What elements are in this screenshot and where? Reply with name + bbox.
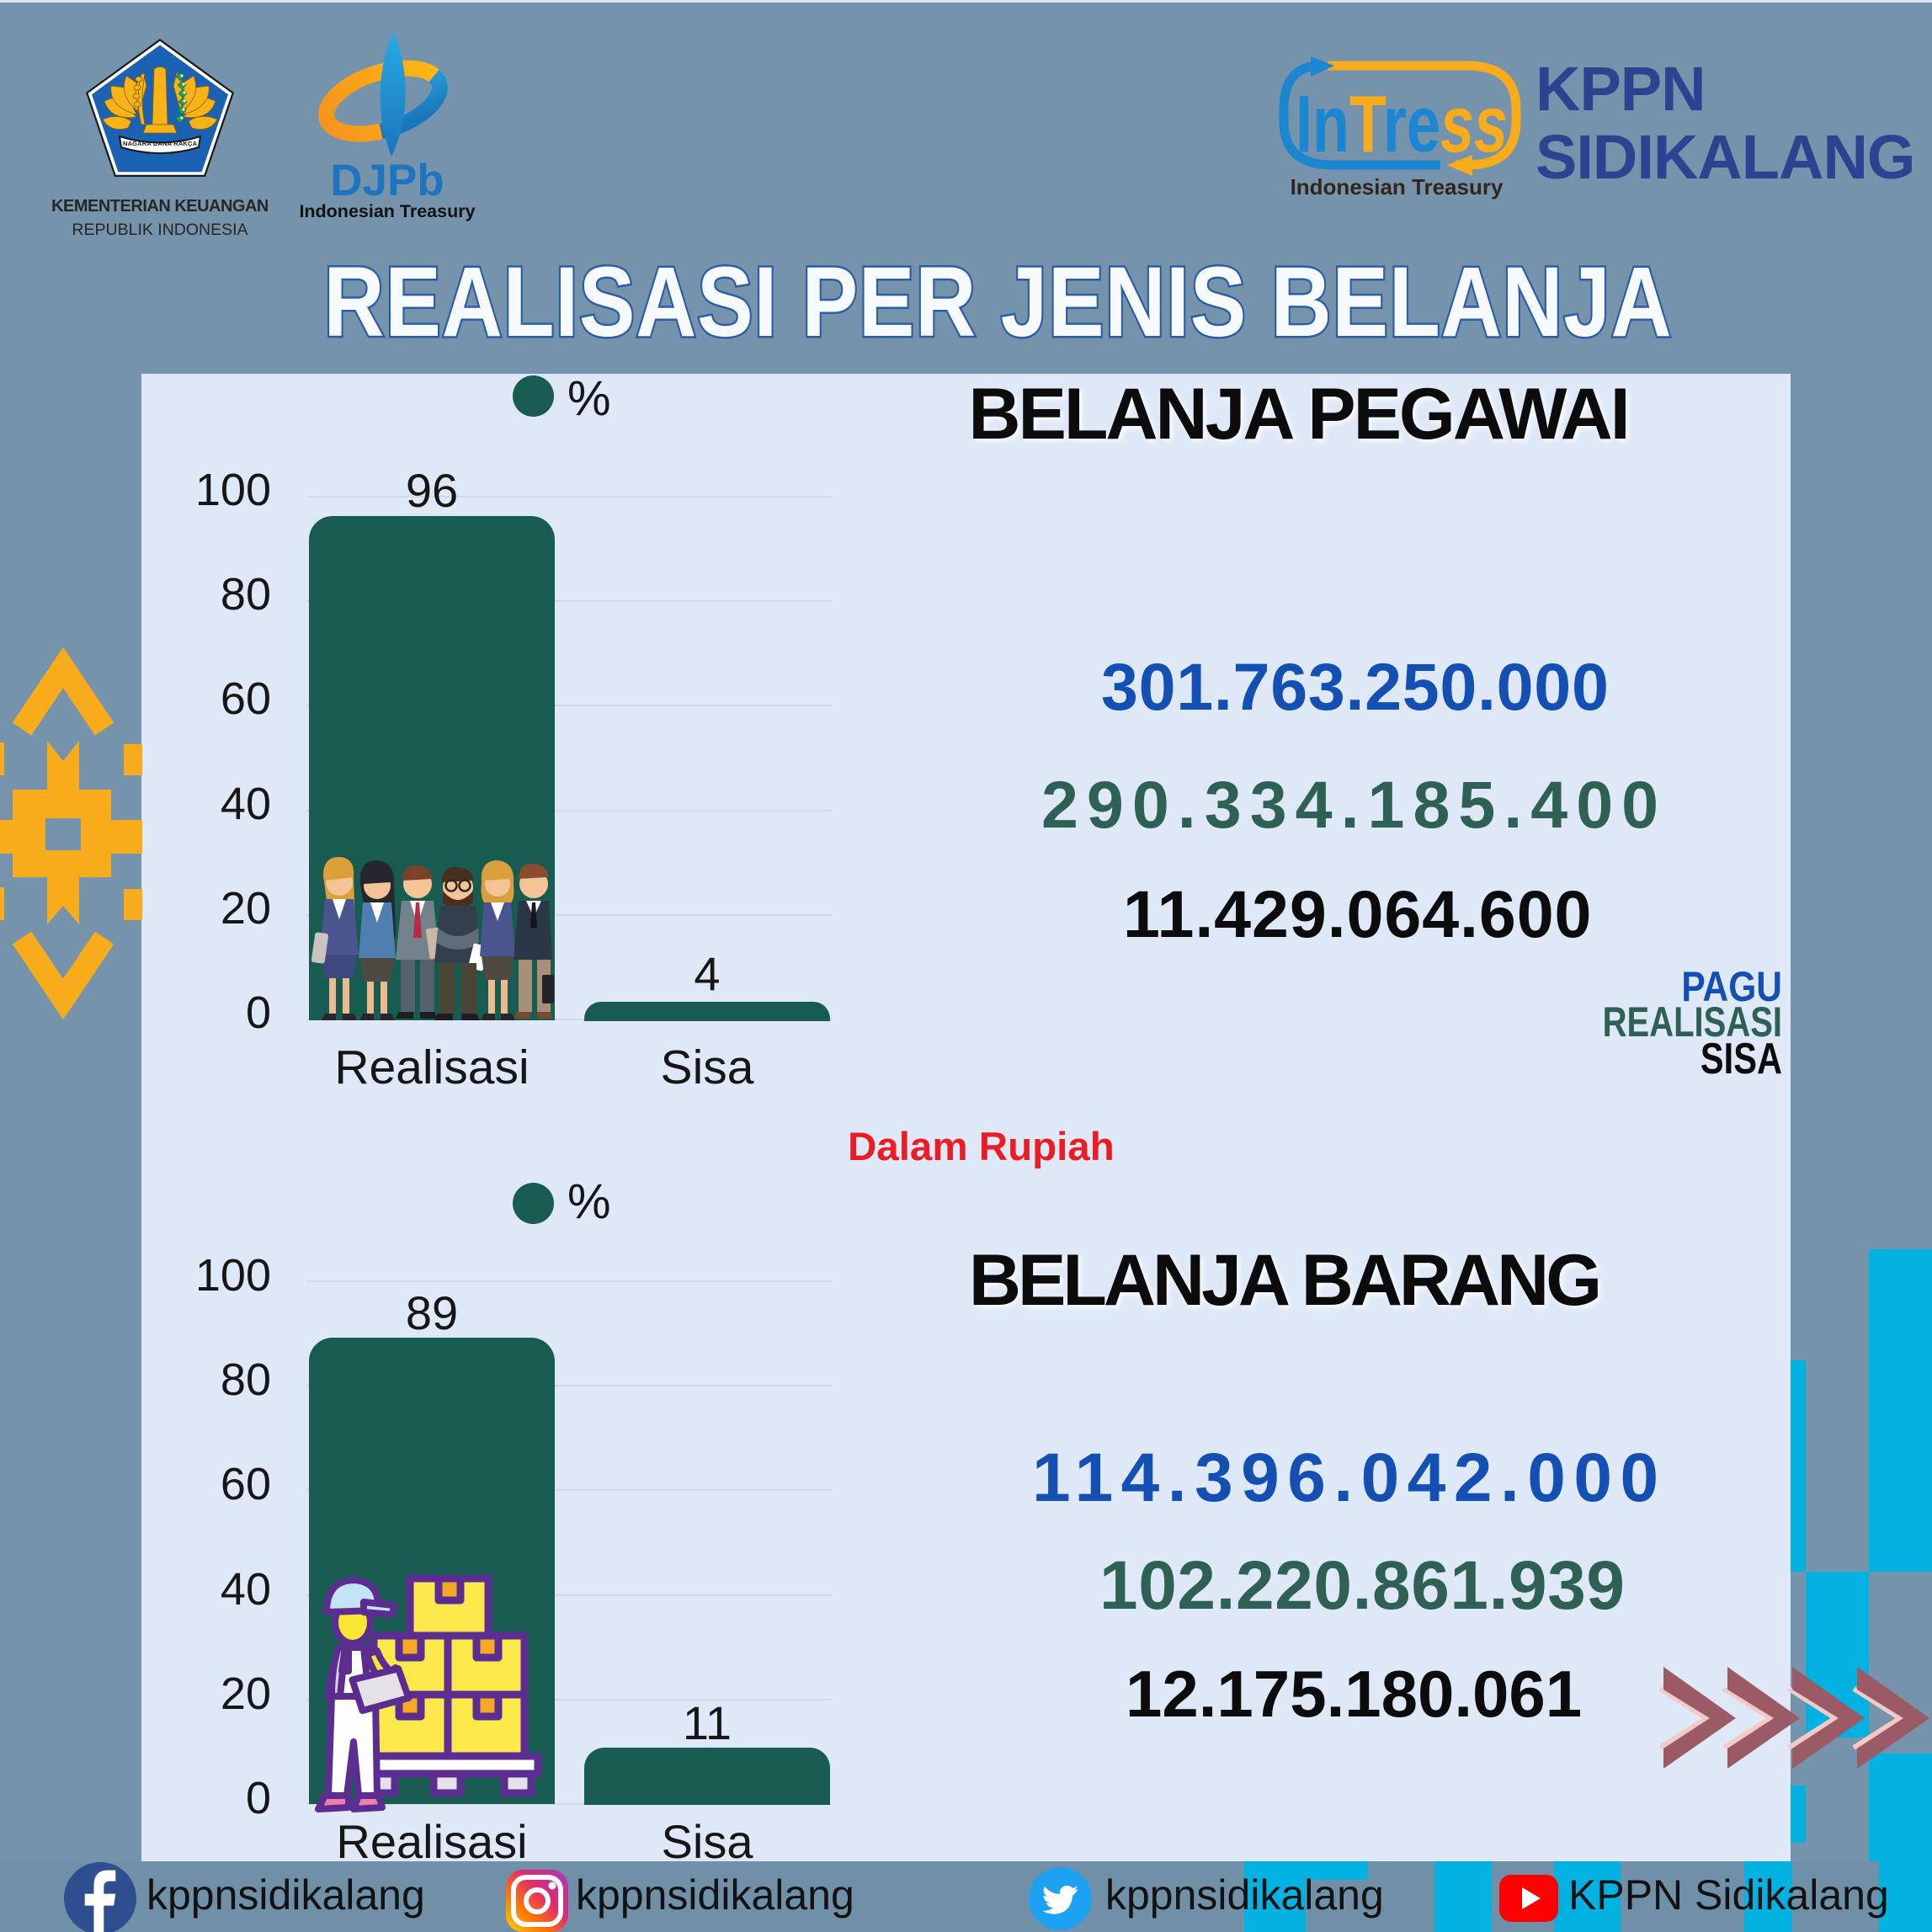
svg-text:DJPb: DJPb [330,156,444,205]
svg-text:NAGARA DANA RAKÇA: NAGARA DANA RAKÇA [123,140,198,147]
svg-text:Indonesian Treasury: Indonesian Treasury [1291,174,1504,200]
svg-text:InTress: InTress [1296,79,1508,169]
svg-text:Indonesian Treasury: Indonesian Treasury [299,201,475,221]
